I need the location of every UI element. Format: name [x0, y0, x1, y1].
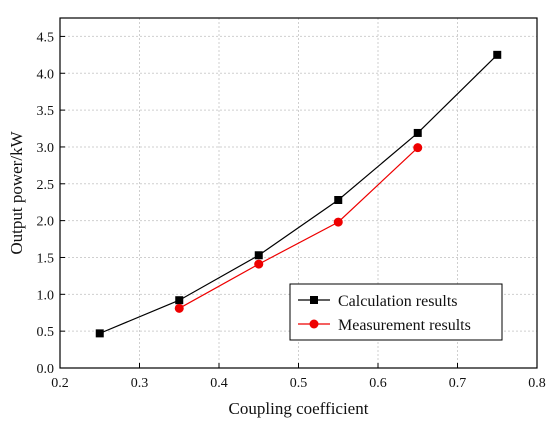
data-point: [413, 128, 422, 137]
data-point: [333, 217, 343, 227]
data-point: [95, 329, 104, 338]
series-1: [95, 50, 502, 338]
data-point: [493, 50, 502, 59]
legend-marker: [310, 296, 318, 304]
y-tick-label: 0.0: [37, 362, 55, 377]
y-tick-label: 2.0: [37, 215, 55, 230]
y-tick-label: 3.5: [37, 104, 55, 119]
x-tick-label: 0.4: [210, 376, 228, 391]
y-tick-label: 1.5: [37, 251, 55, 266]
x-tick-label: 0.3: [131, 376, 149, 391]
y-tick-label: 1.0: [37, 288, 55, 303]
y-axis-title: Output power/kW: [7, 130, 26, 254]
series-line: [99, 54, 498, 334]
legend-box: [289, 283, 503, 341]
data-point: [413, 143, 423, 153]
x-tick-label: 0.7: [449, 376, 467, 391]
x-tick-label: 0.2: [51, 376, 69, 391]
legend-marker: [309, 319, 319, 329]
axis-ticks: 0.2 0.3 0.4 0.5 0.6 0.7 0.8 0.0 0.5 1.0 1.5 2.0 2.5 3…: [37, 30, 546, 391]
legend-label: Calculation results: [338, 293, 458, 310]
x-tick-label: 0.5: [290, 376, 308, 391]
y-tick-label: 3.0: [37, 141, 55, 156]
legend-entry: Measurement results: [298, 317, 471, 334]
x-tick-label: 0.6: [369, 376, 387, 391]
x-axis-title: Coupling coefficient: [229, 399, 369, 418]
series-line: [178, 147, 419, 309]
data-point: [254, 259, 264, 269]
legend-label: Measurement results: [338, 317, 471, 334]
legend-entry: Calculation results: [298, 293, 458, 310]
data-point: [334, 196, 343, 204]
data-point: [254, 251, 263, 260]
data-point: [174, 303, 184, 313]
legend: Calculation results Measurement results: [289, 283, 503, 341]
series-2: [174, 143, 423, 313]
y-tick-label: 4.5: [37, 30, 55, 45]
x-tick-label: 0.8: [528, 376, 546, 391]
data-point: [175, 296, 184, 305]
y-tick-label: 2.5: [37, 178, 55, 193]
series-layer: [95, 50, 502, 338]
y-tick-label: 4.0: [37, 67, 55, 82]
y-tick-label: 0.5: [37, 325, 55, 340]
